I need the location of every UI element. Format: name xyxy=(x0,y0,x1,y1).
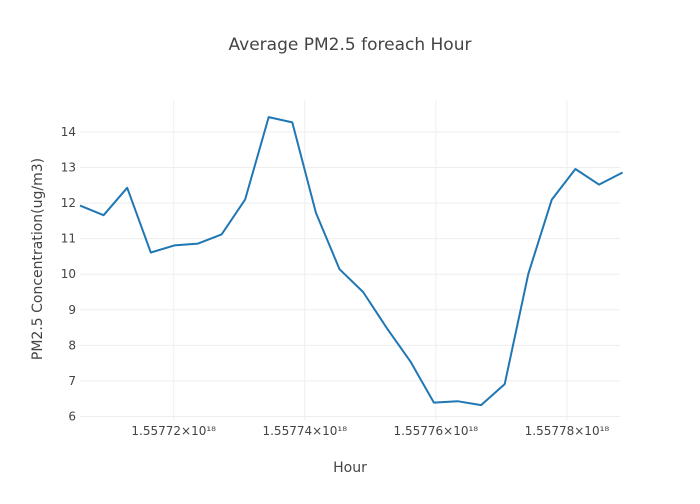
x-tick-label: 1.55776×10¹⁸ xyxy=(394,424,479,438)
x-tick-label: 1.55778×10¹⁸ xyxy=(525,424,610,438)
x-gridlines xyxy=(173,100,568,420)
y-tick-label: 7 xyxy=(68,374,76,388)
series-line xyxy=(79,116,624,407)
x-tick-label: 1.55772×10¹⁸ xyxy=(131,424,216,438)
y-tick-label: 6 xyxy=(68,409,76,423)
series-layer xyxy=(79,116,624,407)
y-tick-label: 9 xyxy=(68,303,76,317)
x-tick-label: 1.55774×10¹⁸ xyxy=(262,424,347,438)
y-tick-label: 14 xyxy=(61,125,76,139)
y-gridlines xyxy=(80,131,620,417)
y-tick-labels: 6 7 8 9 10 11 12 13 14 xyxy=(61,125,76,423)
y-tick-label: 8 xyxy=(68,338,76,352)
chart-title: Average PM2.5 foreach Hour xyxy=(229,35,472,55)
y-tick-label: 12 xyxy=(61,196,76,210)
y-tick-label: 13 xyxy=(61,161,76,175)
y-tick-label: 11 xyxy=(61,232,76,246)
y-axis-title: PM2.5 Concentration(ug/m3) xyxy=(30,158,46,360)
y-tick-label: 10 xyxy=(61,267,76,281)
x-axis-title: Hour xyxy=(333,460,367,476)
x-tick-labels: 1.55772×10¹⁸ 1.55774×10¹⁸ 1.55776×10¹⁸ 1.55… xyxy=(131,424,609,438)
